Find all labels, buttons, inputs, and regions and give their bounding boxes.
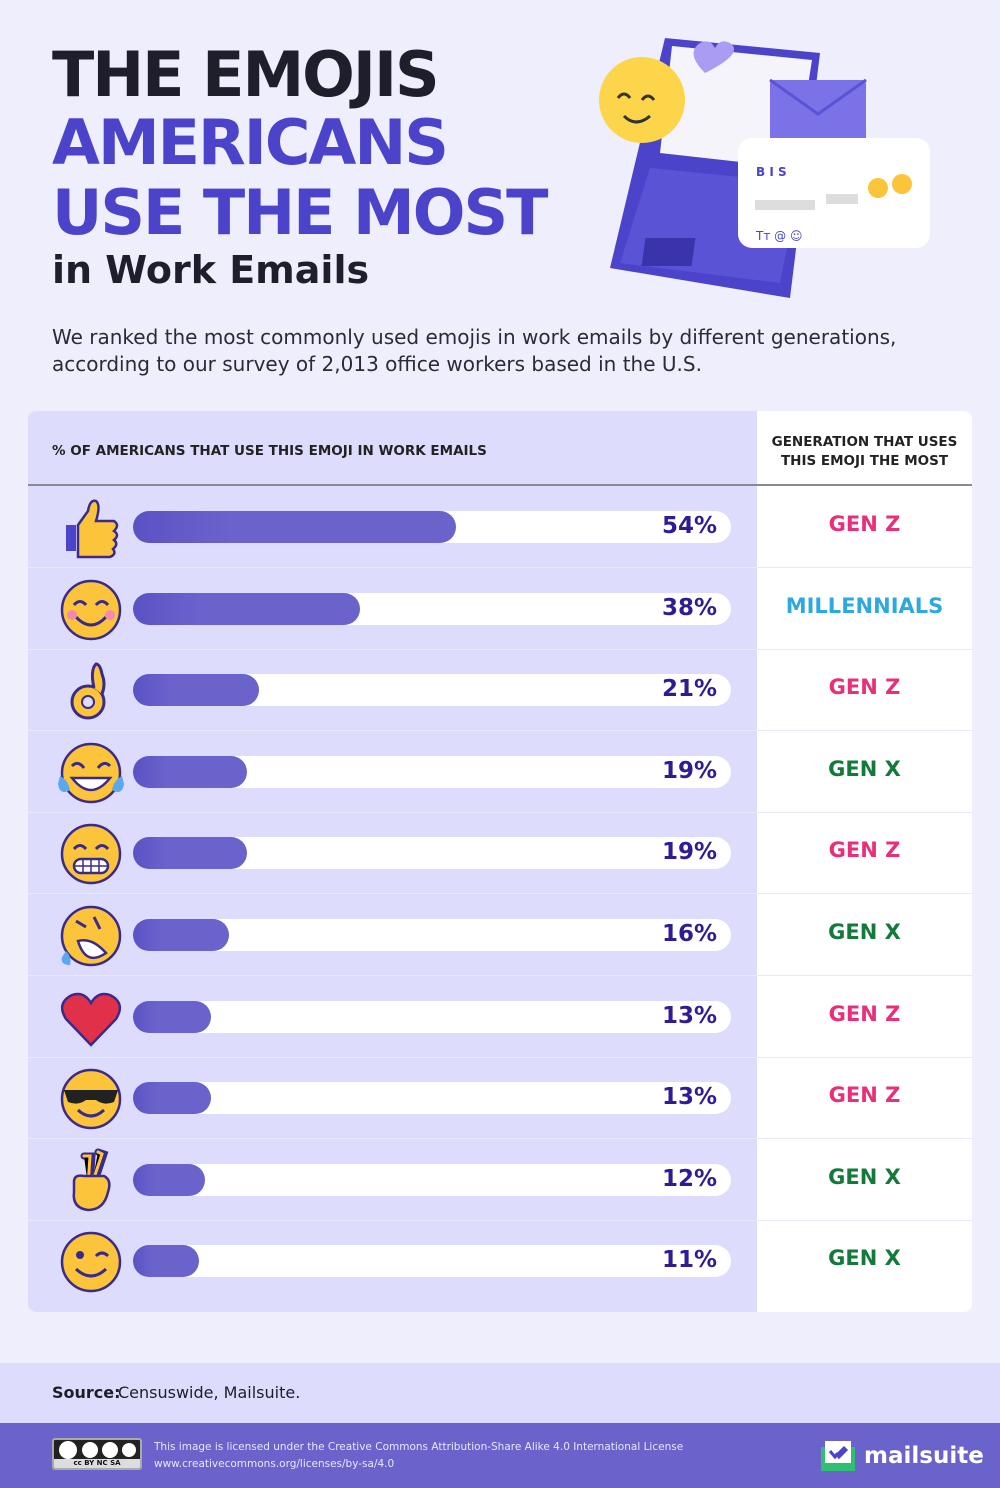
grinning-face-icon (60, 824, 122, 885)
bar-track: 13% (133, 1082, 731, 1115)
laptop-illustration: B I S Tт @ ☺ (599, 38, 930, 298)
bar (133, 837, 247, 870)
row-divider (28, 893, 972, 895)
red-heart-icon (60, 992, 122, 1047)
license-url[interactable]: www.creativecommons.org/licenses/by-sa/4… (154, 1458, 395, 1470)
bar-track: 54% (133, 511, 731, 543)
table-row: 19% GEN Z (28, 812, 972, 895)
smiling-face-with-smiling-eyes-icon (60, 579, 122, 640)
generation-label: GEN X (828, 756, 901, 781)
bar (133, 919, 229, 951)
source-bar: Source: Censuswide, Mailsuite. (0, 1363, 1000, 1423)
percent-label: 19% (661, 757, 717, 784)
bar-track: 21% (133, 674, 731, 707)
mailsuite-logo-icon (821, 1441, 855, 1471)
table-row: 13% GEN Z (28, 976, 972, 1058)
hero-footer-text: Tт @ ☺ (755, 229, 802, 243)
bar-track: 13% (133, 1000, 731, 1033)
source-label: Source: (52, 1383, 121, 1402)
table-row: 19% GEN X (28, 731, 972, 813)
generation-label: GEN Z (828, 512, 901, 536)
percent-label: 13% (661, 1002, 717, 1029)
face-with-tears-of-joy-icon (58, 742, 124, 804)
generation-label: GEN Z (828, 1083, 901, 1108)
bar (133, 1082, 211, 1115)
bar-track: 11% (133, 1245, 731, 1278)
cc-badge-text: cc BY NC SA (54, 1459, 140, 1468)
mailsuite-logo: mailsuite (820, 1441, 984, 1471)
row-divider (28, 730, 972, 732)
table-row: 12% GEN X (28, 1139, 972, 1221)
bar (133, 592, 361, 625)
percent-label: 38% (661, 594, 717, 621)
bar (133, 511, 456, 543)
license-text: This image is licensed under the Creativ… (154, 1441, 684, 1453)
rolling-on-the-floor-laughing-icon (60, 905, 122, 967)
percent-label: 16% (661, 921, 717, 947)
hero-toolbar-text: B I S (756, 165, 787, 179)
row-divider (28, 648, 972, 650)
generation-label: MILLENNIALS (785, 593, 944, 618)
footer: cc BY NC SA This image is licensed under… (0, 1423, 1000, 1488)
column-header-generation: GENERATION THAT USES THIS EMOJI THE MOST (771, 434, 958, 469)
row-divider (28, 1056, 972, 1058)
smiling-face-with-sunglasses-icon (60, 1068, 122, 1130)
percent-label: 11% (661, 1247, 717, 1274)
subtitle: We ranked the most commonly used emojis … (52, 325, 897, 376)
table-row: 38% MILLENNIALS (28, 568, 972, 650)
header-divider (28, 484, 972, 486)
table-row: 16% GEN X (28, 894, 972, 976)
cc-license-icons (59, 1441, 136, 1459)
winking-face-icon (60, 1232, 122, 1293)
table-row: 13% GEN Z (28, 1057, 972, 1140)
bar (133, 1163, 205, 1196)
bar (133, 755, 247, 788)
row-divider (28, 567, 972, 568)
row-divider (28, 1138, 972, 1140)
emoji-table: % OF AMERICANS THAT USE THIS EMOJI IN WO… (28, 411, 972, 1312)
title-line-3: USE THE MOST (52, 176, 548, 249)
generation-label: GEN Z (828, 838, 901, 863)
bar (133, 674, 259, 707)
table-row: 11% GEN X (28, 1220, 972, 1302)
title-line-1: THE EMOJIS (52, 38, 440, 111)
brand-name: mailsuite (864, 1443, 984, 1469)
bar-track: 19% (133, 837, 731, 870)
cc-license-badge[interactable]: cc BY NC SA (52, 1438, 142, 1470)
row-divider (28, 811, 972, 813)
ok-hand-icon (70, 662, 106, 720)
generation-label: GEN Z (828, 675, 901, 700)
row-divider (28, 1219, 972, 1221)
bar-track: 19% (133, 755, 731, 788)
percent-label: 12% (661, 1165, 717, 1192)
percent-label: 21% (661, 676, 717, 703)
column-header-percent: % OF AMERICANS THAT USE THIS EMOJI IN WO… (52, 443, 487, 459)
source-text: Censuswide, Mailsuite. (118, 1383, 301, 1402)
generation-label: GEN Z (828, 1001, 901, 1026)
generation-label: GEN X (828, 1164, 901, 1189)
row-divider (28, 975, 972, 976)
generation-label: GEN X (828, 920, 901, 944)
bar (133, 1000, 211, 1033)
title-line-2: AMERICANS (52, 106, 449, 179)
percent-label: 54% (661, 513, 717, 539)
bar-track: 38% (133, 592, 731, 625)
title-line-4: in Work Emails (52, 248, 370, 292)
bar-track: 16% (133, 919, 731, 951)
bar (133, 1245, 199, 1278)
percent-label: 19% (661, 839, 717, 866)
thumbs-up-icon (66, 499, 119, 559)
crossed-fingers-icon (72, 1148, 111, 1212)
table-row: 21% GEN Z (28, 649, 972, 732)
table-row: 54% GEN Z (28, 486, 972, 568)
percent-label: 13% (661, 1084, 717, 1111)
generation-label: GEN X (828, 1246, 901, 1271)
bar-track: 12% (133, 1163, 731, 1196)
